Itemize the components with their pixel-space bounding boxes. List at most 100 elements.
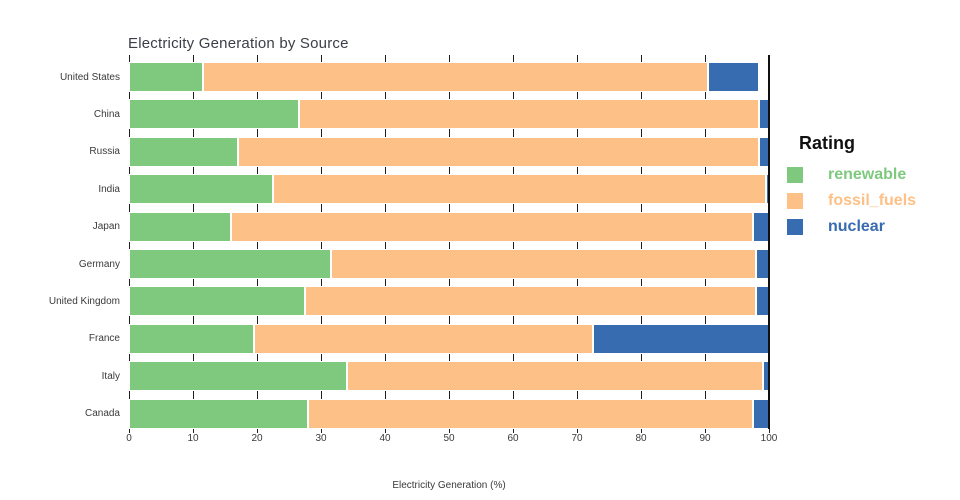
bar-japan — [129, 211, 769, 242]
y-axis-label-row-united-states: United States — [0, 55, 120, 92]
x-axis-line-100 — [768, 55, 770, 429]
bar-united-kingdom — [129, 286, 769, 317]
bar-france — [129, 323, 769, 354]
x-tick-40 — [384, 429, 386, 433]
x-tick-20 — [256, 429, 258, 433]
gridline-80 — [640, 55, 642, 429]
bar-germany — [129, 248, 769, 279]
x-axis-ticks — [128, 429, 770, 433]
bar-segment-nuclear-canada — [752, 398, 769, 429]
bar-segment-fossil_fuels-canada — [308, 398, 753, 429]
bar-segment-renewable-germany — [129, 248, 331, 279]
bar-segment-fossil_fuels-china — [298, 99, 760, 130]
legend-item-nuclear[interactable]: nuclear — [787, 214, 916, 240]
bar-segment-renewable-russia — [129, 136, 238, 167]
x-tick-60 — [512, 429, 514, 433]
legend-swatch-renewable — [787, 167, 803, 183]
bar-segment-nuclear-japan — [752, 211, 769, 242]
legend-title: Rating — [799, 133, 855, 153]
legend-item-fossil_fuels[interactable]: fossil_fuels — [787, 188, 916, 214]
bar-segment-renewable-china — [129, 99, 299, 130]
bar-row-united-kingdom — [129, 279, 769, 317]
bar-segment-fossil_fuels-japan — [231, 211, 753, 242]
bar-segment-renewable-italy — [129, 361, 347, 392]
bar-segment-nuclear-france — [592, 323, 769, 354]
x-tick-label-20: 20 — [251, 433, 263, 444]
legend-swatch-fossil_fuels — [787, 193, 803, 209]
x-tick-label-10: 10 — [187, 433, 199, 444]
x-tick-label-30: 30 — [315, 433, 327, 444]
legend-label-renewable: renewable — [828, 166, 907, 183]
y-axis-labels: United States China Russia India Japan German… — [0, 55, 120, 429]
y-axis-label: Russia — [89, 146, 120, 158]
legend-swatch-nuclear — [787, 219, 803, 235]
gridline-20 — [256, 55, 258, 429]
x-tick-80 — [640, 429, 642, 433]
bar-segment-nuclear-united-states — [708, 62, 760, 92]
bar-segment-fossil_fuels-india — [273, 174, 766, 205]
bar-segment-fossil_fuels-france — [253, 323, 593, 354]
plot-area — [128, 55, 770, 429]
x-tick-0 — [128, 429, 130, 433]
x-tick-label-50: 50 — [443, 433, 455, 444]
y-axis-label-row-germany: Germany — [0, 242, 120, 279]
gridline-10 — [192, 55, 194, 429]
y-axis-label: Japan — [92, 221, 120, 233]
bar-segment-renewable-japan — [129, 211, 232, 242]
y-axis-label-row-canada: Canada — [0, 392, 120, 429]
bar-segment-fossil_fuels-united-kingdom — [305, 286, 757, 317]
bar-segment-fossil_fuels-united-states — [202, 62, 709, 92]
bar-segment-fossil_fuels-germany — [330, 248, 757, 279]
bar-segment-renewable-france — [129, 323, 254, 354]
y-axis-label-row-india: India — [0, 167, 120, 204]
x-tick-10 — [192, 429, 194, 433]
bar-russia — [129, 136, 769, 167]
y-axis-label: United States — [59, 71, 120, 83]
y-axis-label-row-united-kingdom: United Kingdom — [0, 279, 120, 316]
bar-row-united-states — [129, 55, 769, 92]
bar-india — [129, 174, 769, 205]
y-axis-label: India — [98, 183, 120, 195]
gridline-40 — [384, 55, 386, 429]
x-axis-tick-labels: 0 10 20 30 40 50 60 70 80 90 100 — [126, 433, 777, 447]
x-tick-100 — [768, 429, 770, 433]
y-axis-label: Italy — [101, 370, 120, 382]
x-tick-label-60: 60 — [507, 433, 519, 444]
legend-label-fossil_fuels: fossil_fuels — [828, 192, 917, 209]
bar-united-states — [129, 62, 769, 92]
y-axis-label-row-russia: Russia — [0, 130, 120, 167]
gridline-50 — [448, 55, 450, 429]
bar-italy — [129, 361, 769, 392]
bar-row-germany — [129, 242, 769, 279]
bar-china — [129, 99, 769, 130]
bar-row-russia — [129, 130, 769, 167]
y-axis-label: France — [88, 333, 120, 345]
gridline-30 — [320, 55, 322, 429]
gridline-60 — [512, 55, 514, 429]
bar-segment-fossil_fuels-russia — [237, 136, 760, 167]
x-tick-label-80: 80 — [635, 433, 647, 444]
x-tick-70 — [576, 429, 578, 433]
x-tick-label-90: 90 — [699, 433, 711, 444]
chart-title: Electricity Generation by Source — [128, 35, 349, 52]
y-axis-label-row-italy: Italy — [0, 354, 120, 391]
bar-row-italy — [129, 354, 769, 392]
y-axis-label: United Kingdom — [48, 296, 120, 308]
bar-row-france — [129, 317, 769, 354]
legend-label-nuclear: nuclear — [828, 218, 885, 235]
y-axis-label-row-japan: Japan — [0, 205, 120, 242]
legend-item-renewable[interactable]: renewable — [787, 162, 916, 188]
bar-segment-renewable-canada — [129, 398, 309, 429]
x-tick-label-100: 100 — [760, 433, 778, 444]
bar-segment-renewable-united-states — [129, 62, 203, 92]
bar-row-canada — [129, 392, 769, 429]
bar-rows — [129, 55, 769, 429]
y-axis-label: China — [93, 109, 120, 121]
bar-canada — [129, 398, 769, 429]
x-tick-30 — [320, 429, 322, 433]
bar-row-india — [129, 167, 769, 205]
x-tick-label-70: 70 — [571, 433, 583, 444]
